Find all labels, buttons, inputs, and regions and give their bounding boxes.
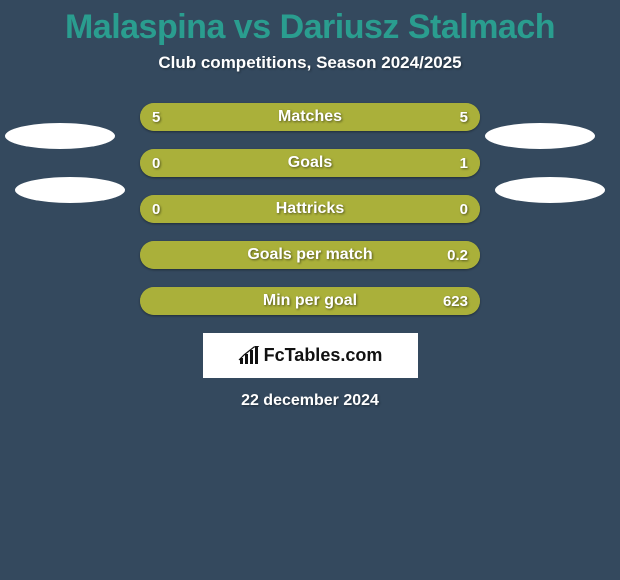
stat-value-right: 0 [460, 195, 468, 223]
stat-value-right: 623 [443, 287, 468, 315]
stat-value-right: 1 [460, 149, 468, 177]
brand-box: FcTables.com [203, 333, 418, 378]
stat-value-left: 0 [152, 195, 160, 223]
stats-rows: Matches55Goals01Hattricks00Goals per mat… [140, 103, 480, 315]
stat-row: Goals01 [140, 149, 480, 177]
stat-fill-left [140, 103, 310, 131]
stat-fill-right [310, 103, 480, 131]
stat-fill-right [208, 149, 480, 177]
stat-value-left: 5 [152, 103, 160, 131]
stat-fill-right [140, 241, 480, 269]
player-left-ellipse-1 [5, 123, 115, 149]
comparison-subtitle: Club competitions, Season 2024/2025 [0, 53, 620, 73]
snapshot-date: 22 december 2024 [0, 392, 620, 410]
player-right-ellipse-2 [495, 177, 605, 203]
stat-value-right: 0.2 [447, 241, 468, 269]
bar-chart-icon [238, 346, 260, 366]
stat-row: Matches55 [140, 103, 480, 131]
comparison-title: Malaspina vs Dariusz Stalmach [0, 0, 620, 47]
stat-value-right: 5 [460, 103, 468, 131]
stat-row: Min per goal623 [140, 287, 480, 315]
player-right-ellipse-1 [485, 123, 595, 149]
brand-text: FcTables.com [264, 345, 383, 366]
stat-row: Goals per match0.2 [140, 241, 480, 269]
stat-row: Hattricks00 [140, 195, 480, 223]
stat-fill-left [140, 195, 480, 223]
player-left-ellipse-2 [15, 177, 125, 203]
stat-fill-right [140, 287, 480, 315]
stat-value-left: 0 [152, 149, 160, 177]
stat-fill-left [140, 149, 208, 177]
